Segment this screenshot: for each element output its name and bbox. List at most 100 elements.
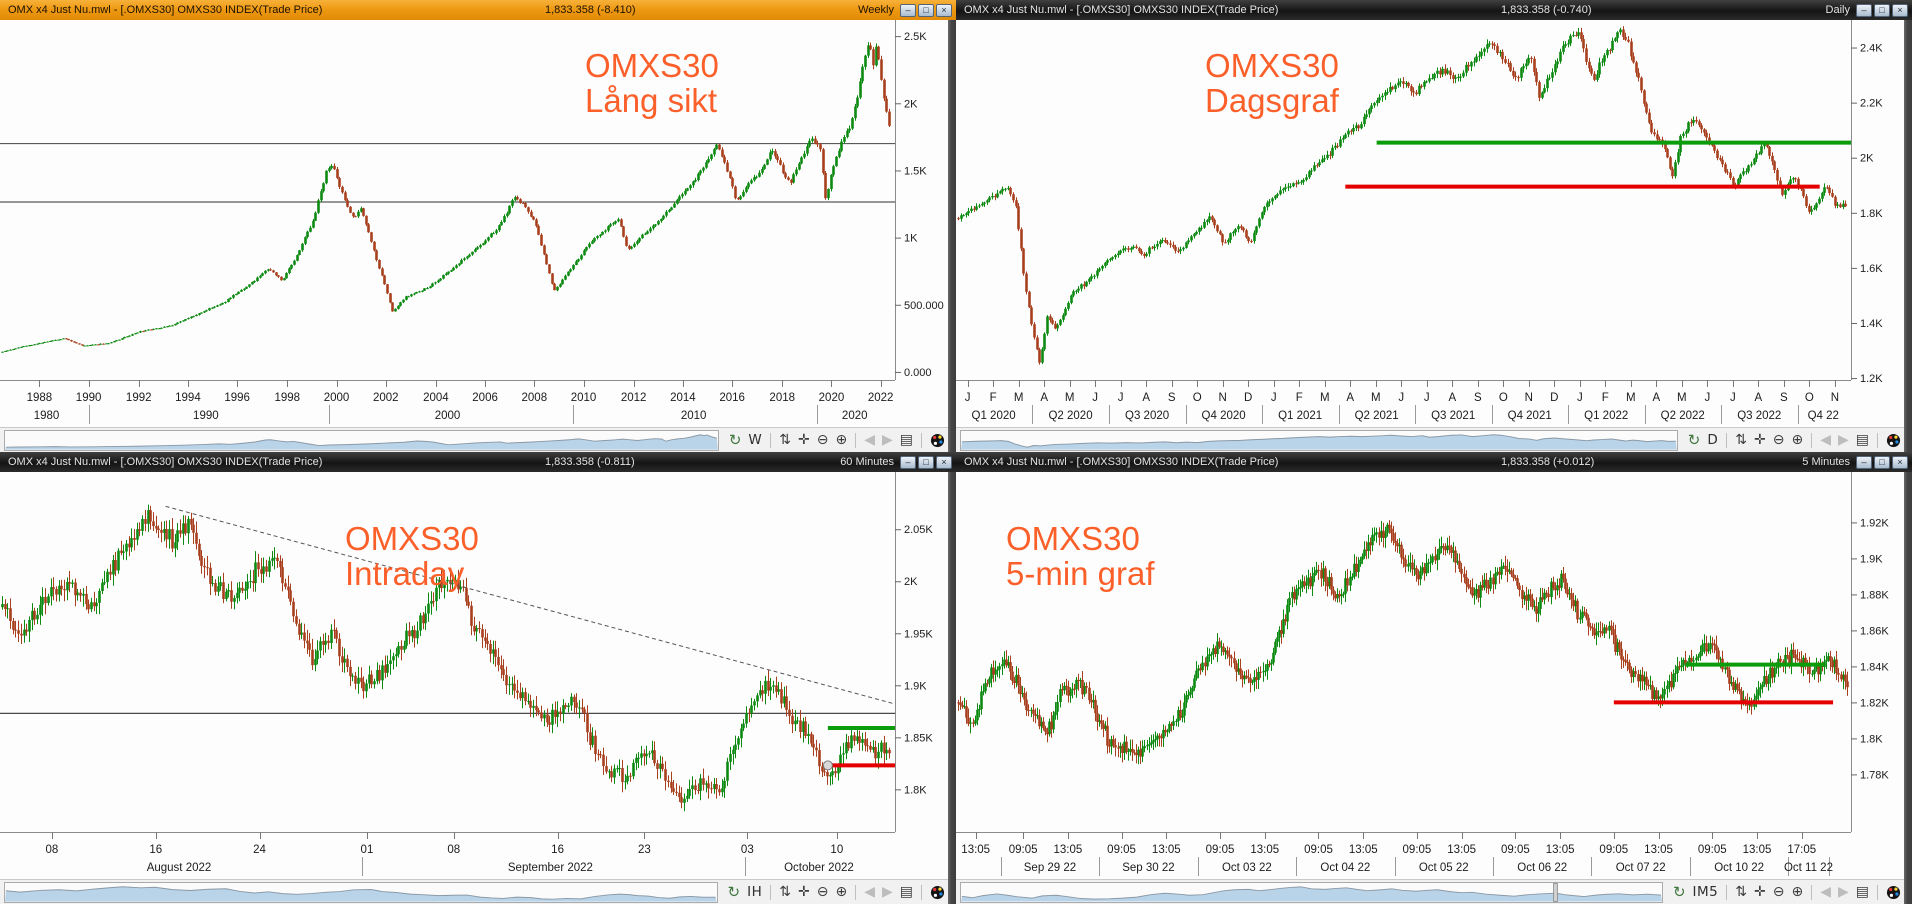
palette-icon[interactable] bbox=[927, 433, 948, 448]
navigator-minichart[interactable] bbox=[4, 881, 718, 903]
svg-text:1.9K: 1.9K bbox=[904, 680, 927, 692]
window-titlebar[interactable]: OMX x4 Just Nu.mwl - [.OMXS30] OMXS30 IN… bbox=[956, 452, 1912, 472]
scroll-left-icon[interactable]: ◀ bbox=[861, 431, 878, 449]
zoom-in-icon[interactable]: ⊕ bbox=[1788, 883, 1806, 901]
refresh-icon[interactable]: ↻ bbox=[725, 883, 744, 901]
minimize-button[interactable]: – bbox=[1856, 3, 1872, 17]
resolution-button[interactable]: IH bbox=[744, 883, 765, 901]
maximize-button[interactable]: □ bbox=[918, 3, 934, 17]
svg-text:OMXS30: OMXS30 bbox=[1205, 47, 1339, 84]
navigator-minichart[interactable] bbox=[960, 881, 1663, 903]
last-price: 1,833.358 (+0.012) bbox=[1501, 456, 1595, 468]
svg-text:M: M bbox=[1320, 392, 1330, 404]
palette-icon[interactable] bbox=[927, 885, 948, 900]
zoom-in-icon[interactable]: ⊕ bbox=[1788, 431, 1806, 449]
scroll-left-icon[interactable]: ◀ bbox=[1817, 431, 1834, 449]
svg-text:2014: 2014 bbox=[670, 392, 696, 404]
maximize-button[interactable]: □ bbox=[1874, 455, 1890, 469]
zoom-in-icon[interactable]: ⊕ bbox=[832, 883, 850, 901]
resolution-button[interactable]: W bbox=[745, 431, 765, 449]
svg-text:D: D bbox=[1244, 392, 1252, 404]
toolbar-divider bbox=[855, 432, 857, 448]
svg-text:D: D bbox=[1550, 392, 1558, 404]
pan-icon[interactable]: ✛ bbox=[795, 883, 813, 901]
data-window-icon[interactable]: ▤ bbox=[1853, 883, 1872, 901]
scroll-left-icon[interactable]: ◀ bbox=[861, 883, 878, 901]
pan-icon[interactable]: ✛ bbox=[1751, 883, 1769, 901]
svg-text:J: J bbox=[1704, 392, 1710, 404]
scroll-right-icon[interactable]: ▶ bbox=[879, 431, 896, 449]
zoom-out-icon[interactable]: ⊖ bbox=[814, 431, 832, 449]
svg-text:M: M bbox=[1371, 392, 1381, 404]
minimize-button[interactable]: – bbox=[1856, 455, 1872, 469]
chart-toolbar: ↻ IH ⇅ ✛ ⊖ ⊕ ◀ ▶ ▤ bbox=[725, 883, 948, 901]
svg-text:Q2 2022: Q2 2022 bbox=[1661, 410, 1705, 422]
candlestick-series bbox=[1, 42, 891, 353]
close-button[interactable]: × bbox=[1892, 3, 1908, 17]
data-window-icon[interactable]: ▤ bbox=[1853, 431, 1872, 449]
zoom-out-icon[interactable]: ⊖ bbox=[1770, 431, 1788, 449]
navigator-minichart[interactable] bbox=[960, 429, 1678, 451]
vertical-scale-icon[interactable]: ⇅ bbox=[1732, 431, 1750, 449]
svg-text:5-min graf: 5-min graf bbox=[1006, 555, 1155, 592]
maximize-button[interactable]: □ bbox=[1874, 3, 1890, 17]
svg-text:N: N bbox=[1525, 392, 1533, 404]
candlestick-series bbox=[957, 26, 1847, 365]
close-button[interactable]: × bbox=[936, 3, 952, 17]
window-controls: – □ × bbox=[1856, 455, 1908, 469]
window-titlebar[interactable]: OMX x4 Just Nu.mwl - [.OMXS30] OMXS30 IN… bbox=[956, 0, 1912, 20]
close-button[interactable]: × bbox=[936, 455, 952, 469]
svg-text:1.8K: 1.8K bbox=[904, 784, 927, 796]
refresh-icon[interactable]: ↻ bbox=[726, 431, 745, 449]
toolbar-divider bbox=[921, 432, 922, 448]
chart-bottom-bar: ↻ D ⇅ ✛ ⊖ ⊕ ◀ ▶ ▤ bbox=[956, 427, 1904, 452]
svg-text:2.05K: 2.05K bbox=[904, 524, 933, 536]
pan-icon[interactable]: ✛ bbox=[795, 431, 813, 449]
svg-text:J: J bbox=[965, 392, 971, 404]
svg-text:13:05: 13:05 bbox=[961, 844, 990, 856]
zoom-out-icon[interactable]: ⊖ bbox=[1770, 883, 1788, 901]
window-title: OMX x4 Just Nu.mwl - [.OMXS30] OMXS30 IN… bbox=[8, 456, 323, 468]
window-titlebar[interactable]: OMX x4 Just Nu.mwl - [.OMXS30] OMXS30 IN… bbox=[0, 452, 956, 472]
close-button[interactable]: × bbox=[1892, 455, 1908, 469]
zoom-in-icon[interactable]: ⊕ bbox=[832, 431, 850, 449]
scroll-right-icon[interactable]: ▶ bbox=[879, 883, 896, 901]
scroll-left-icon[interactable]: ◀ bbox=[1817, 883, 1834, 901]
data-window-icon[interactable]: ▤ bbox=[897, 431, 916, 449]
vertical-scale-icon[interactable]: ⇅ bbox=[776, 883, 794, 901]
chart-window-daily: OMX x4 Just Nu.mwl - [.OMXS30] OMXS30 IN… bbox=[956, 0, 1912, 452]
maximize-button[interactable]: □ bbox=[918, 455, 934, 469]
scroll-right-icon[interactable]: ▶ bbox=[1835, 431, 1852, 449]
minimize-button[interactable]: – bbox=[900, 3, 916, 17]
svg-text:A: A bbox=[1040, 392, 1048, 404]
navigator-minichart[interactable] bbox=[4, 429, 719, 451]
palette-icon[interactable] bbox=[1883, 433, 1904, 448]
toolbar-divider bbox=[770, 432, 772, 448]
data-window-icon[interactable]: ▤ bbox=[897, 883, 916, 901]
vertical-scale-icon[interactable]: ⇅ bbox=[776, 431, 794, 449]
refresh-icon[interactable]: ↻ bbox=[1670, 883, 1689, 901]
pan-icon[interactable]: ✛ bbox=[1751, 431, 1769, 449]
palette-icon[interactable] bbox=[1883, 885, 1904, 900]
vertical-scale-icon[interactable]: ⇅ bbox=[1732, 883, 1750, 901]
zoom-out-icon[interactable]: ⊖ bbox=[814, 883, 832, 901]
resolution-button[interactable]: D bbox=[1704, 431, 1721, 449]
chart-window-60min: OMX x4 Just Nu.mwl - [.OMXS30] OMXS30 IN… bbox=[0, 452, 956, 904]
resolution-button[interactable]: IM5 bbox=[1690, 883, 1722, 901]
scroll-right-icon[interactable]: ▶ bbox=[1835, 883, 1852, 901]
minimize-button[interactable]: – bbox=[900, 455, 916, 469]
svg-text:N: N bbox=[1219, 392, 1227, 404]
refresh-icon[interactable]: ↻ bbox=[1685, 431, 1704, 449]
window-titlebar[interactable]: OMX x4 Just Nu.mwl - [.OMXS30] OMXS30 IN… bbox=[0, 0, 956, 20]
svg-text:08: 08 bbox=[46, 844, 59, 856]
svg-text:1.85K: 1.85K bbox=[904, 732, 933, 744]
navigator-range-handle[interactable] bbox=[1553, 882, 1558, 902]
svg-text:09:05: 09:05 bbox=[1698, 844, 1727, 856]
svg-text:Oct 05 22: Oct 05 22 bbox=[1419, 862, 1469, 874]
